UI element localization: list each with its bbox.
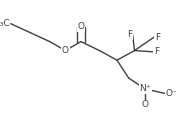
Text: N⁺: N⁺ (140, 84, 151, 93)
Text: F: F (155, 33, 160, 42)
Text: O: O (142, 100, 149, 109)
Text: F: F (127, 30, 132, 39)
Text: O: O (62, 46, 69, 55)
Text: F: F (154, 47, 159, 56)
Text: O⁻: O⁻ (166, 89, 177, 98)
Text: O: O (77, 22, 84, 31)
Text: H₃C: H₃C (0, 19, 10, 28)
